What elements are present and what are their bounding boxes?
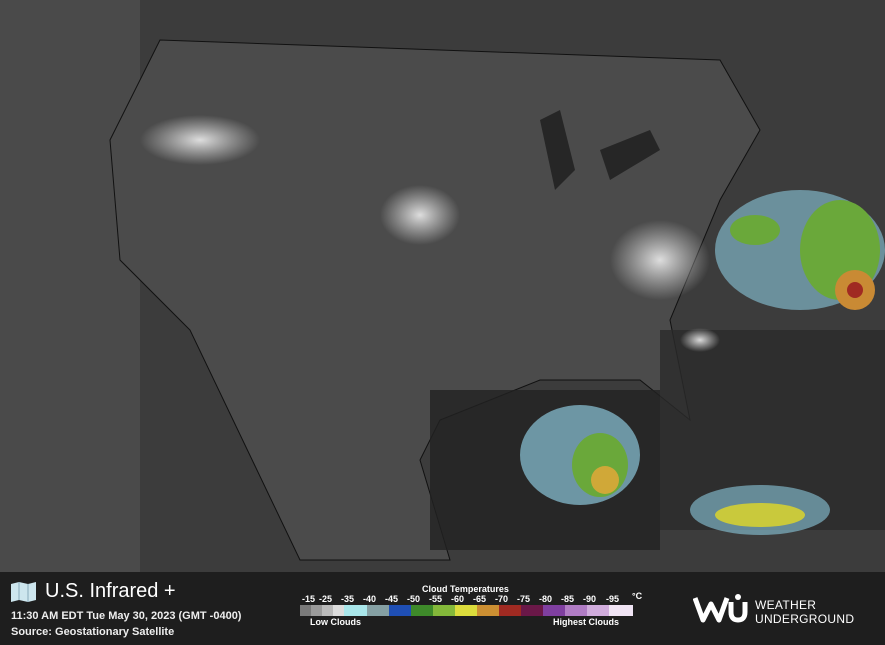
legend-tick: -95 (606, 594, 620, 604)
legend-swatch (344, 605, 367, 616)
legend-swatch (499, 605, 521, 616)
map-icon (11, 582, 36, 602)
legend-swatch (389, 605, 411, 616)
legend-tick: -15 (302, 594, 316, 604)
legend-ticks: -15 -25 -35 -40 -45 -50 -55 -60 -65 -70 -75 -80 -85-… (300, 594, 634, 606)
legend-tick: -85 (561, 594, 575, 604)
legend-swatch (609, 605, 633, 616)
legend-tick: -70 (495, 594, 509, 604)
legend-swatch (565, 605, 587, 616)
legend-swatch (587, 605, 609, 616)
legend-swatch (477, 605, 499, 616)
map-title[interactable]: U.S. Infrared + (45, 580, 176, 602)
timestamp: 11:30 AM EDT Tue May 30, 2023 (GMT -0400… (11, 610, 242, 622)
highest-clouds-label: Highest Clouds (553, 617, 620, 627)
legend-swatch (367, 605, 389, 616)
low-clouds-label: Low Clouds (310, 617, 361, 627)
legend-swatch (433, 605, 455, 616)
legend-swatch (311, 605, 322, 616)
info-bar: U.S. Infrared + 11:30 AM EDT Tue May 30,… (0, 572, 885, 645)
brand-line1: WEATHER (755, 598, 817, 612)
legend-swatch (543, 605, 565, 616)
legend-tick: -55 (429, 594, 443, 604)
weather-underground-logo[interactable] (693, 594, 749, 624)
legend-swatch (322, 605, 333, 616)
legend-tick: -60 (451, 594, 465, 604)
legend-tick: -75 (517, 594, 531, 604)
brand-line2: UNDERGROUND (755, 612, 855, 626)
legend-swatch (455, 605, 477, 616)
legend-tick: -80 (539, 594, 553, 604)
satellite-map[interactable] (0, 0, 885, 572)
legend-color-scale (300, 605, 633, 616)
legend-tick: -90 (583, 594, 597, 604)
data-source: Source: Geostationary Satellite (11, 626, 175, 638)
brand-name: WEATHER UNDERGROUND (755, 598, 854, 626)
legend-title: Cloud Temperatures (422, 584, 509, 594)
legend-unit: °C (632, 591, 643, 601)
legend-tick: -45 (385, 594, 399, 604)
legend-tick: -35 (341, 594, 355, 604)
infrared-imagery (0, 0, 885, 572)
legend-swatch (300, 605, 311, 616)
legend-tick: -25 (319, 594, 333, 604)
legend-swatch (411, 605, 433, 616)
legend-swatch (521, 605, 543, 616)
legend-tick: -50 (407, 594, 421, 604)
legend-swatch (333, 605, 344, 616)
legend-tick: -40 (363, 594, 377, 604)
legend-tick: -65 (473, 594, 487, 604)
